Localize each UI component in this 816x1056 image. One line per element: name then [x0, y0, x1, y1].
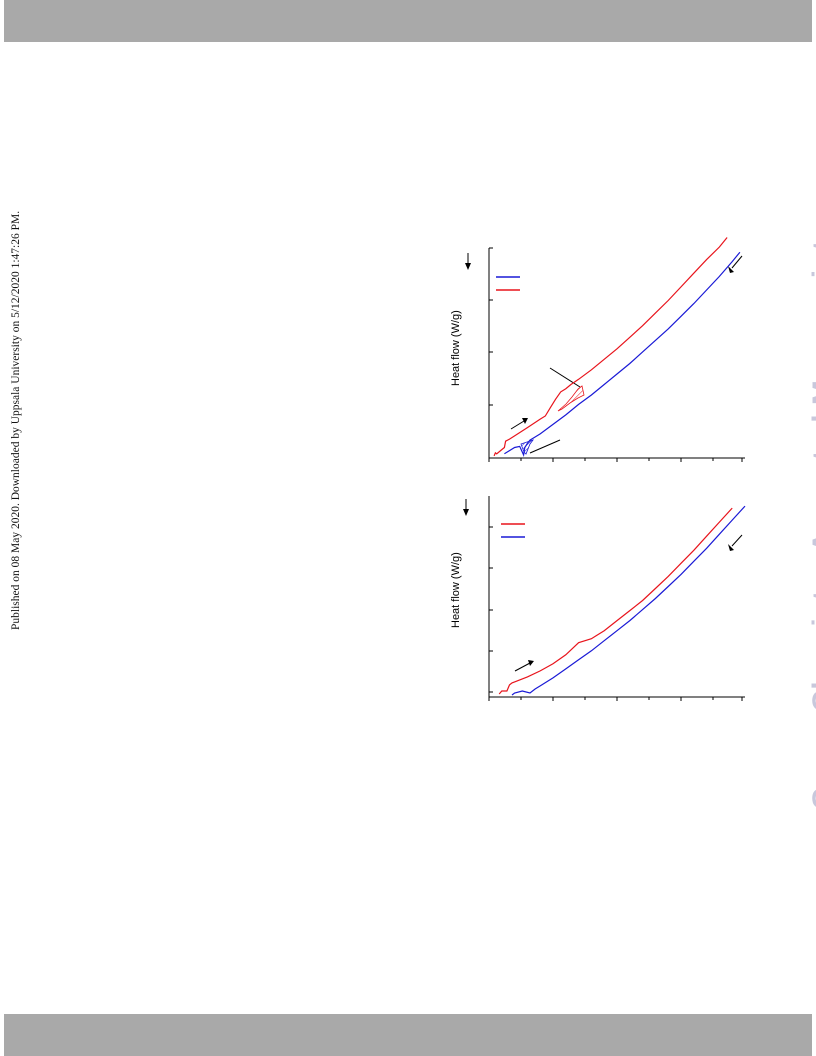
chart2-axes: [488, 496, 745, 701]
header-band: [4, 0, 812, 42]
chart2-plot-area: [498, 505, 746, 696]
chart1-exo-arrow: [465, 253, 471, 270]
chart2-heating-arrow: [514, 660, 534, 672]
chart1-hatched-peak-red: [557, 385, 585, 412]
chart1-plot-area: [493, 237, 741, 457]
chart1-axes: [488, 247, 745, 462]
chart1-annotation-line: [549, 367, 581, 388]
footer-band: [4, 1014, 812, 1056]
chart1-series-line-1: [493, 237, 728, 457]
chart1-annotation-line: [529, 439, 561, 454]
chart1-heating-arrow: [510, 418, 528, 430]
chart1-cooling-arrow: [728, 255, 743, 273]
chart2-cooling-arrow: [728, 534, 743, 551]
chart2-exo-arrow: [463, 499, 469, 516]
chart2-series-line-1: [511, 505, 746, 696]
chart2-series-line-0: [498, 507, 733, 695]
chart1-series-line-0: [504, 251, 741, 457]
